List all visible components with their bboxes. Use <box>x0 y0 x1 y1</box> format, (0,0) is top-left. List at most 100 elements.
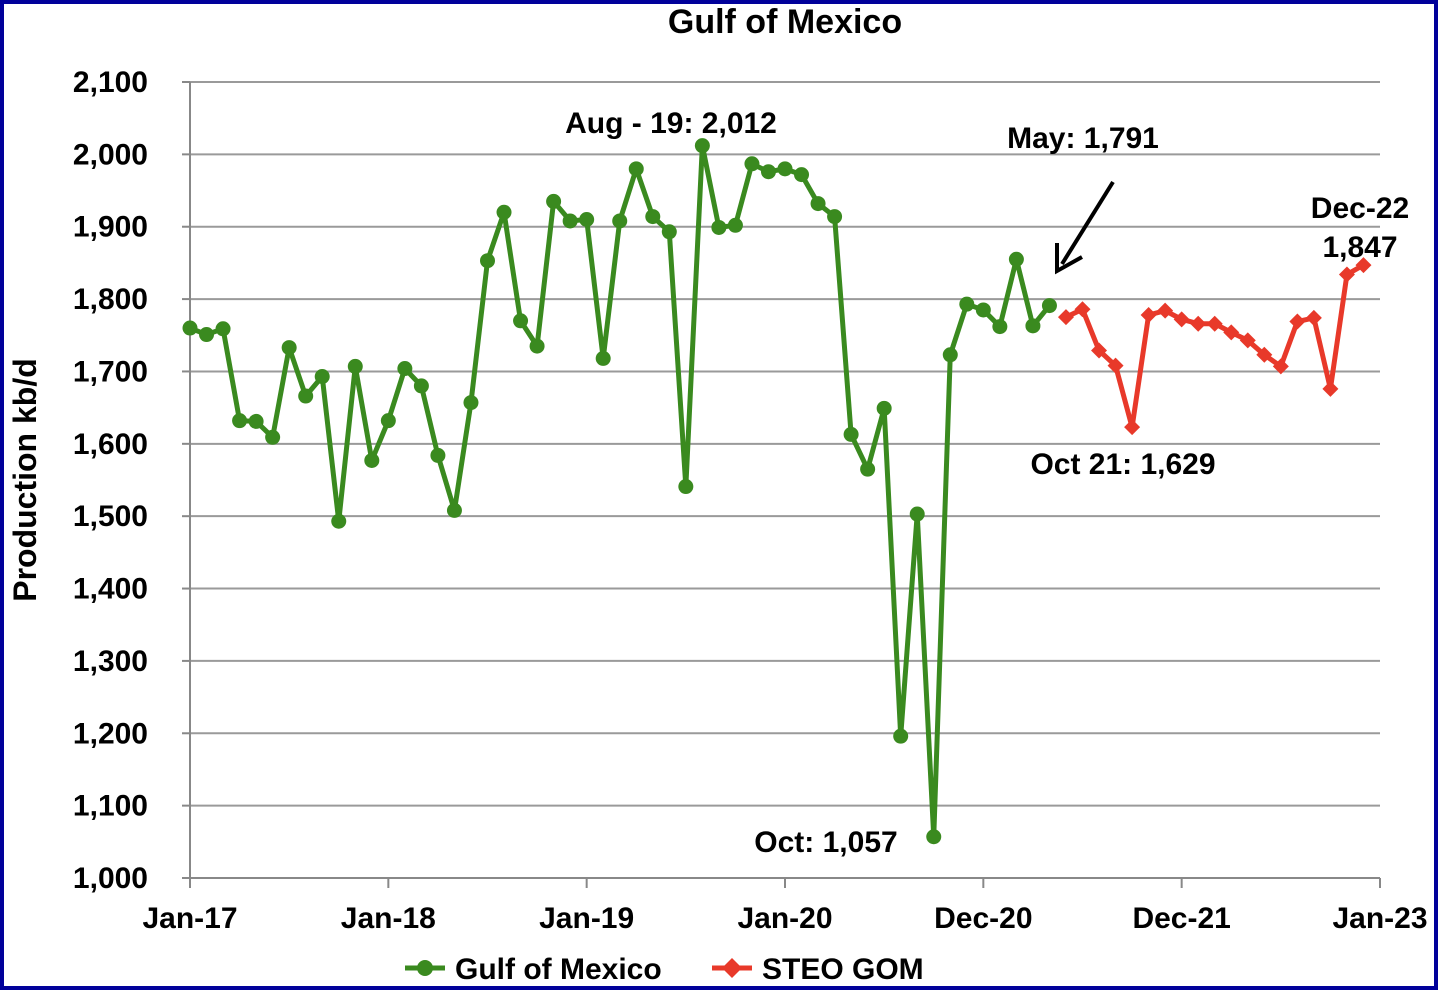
data-point-gulf-of-mexico <box>1025 318 1041 334</box>
data-point-gulf-of-mexico <box>794 167 810 183</box>
data-point-gulf-of-mexico <box>496 204 512 220</box>
x-tick-label: Jan-20 <box>737 902 832 935</box>
data-point-gulf-of-mexico <box>314 369 330 385</box>
y-tick-label: 1,600 <box>73 428 148 461</box>
data-point-gulf-of-mexico <box>331 513 347 529</box>
legend-label-gulf-of-mexico: Gulf of Mexico <box>455 953 662 986</box>
data-point-gulf-of-mexico <box>413 378 429 394</box>
annotation-may-latest: May: 1,791 <box>1007 122 1159 155</box>
arrow-annotation <box>1055 180 1115 275</box>
data-point-gulf-of-mexico <box>860 461 876 477</box>
x-tick-label: Jan-19 <box>539 902 634 935</box>
data-point-gulf-of-mexico <box>909 506 925 522</box>
data-point-gulf-of-mexico <box>612 213 628 229</box>
data-point-steo-gom <box>1140 307 1157 324</box>
data-point-steo-gom <box>1305 309 1322 326</box>
y-tick-label: 1,200 <box>73 717 148 750</box>
data-point-gulf-of-mexico <box>562 213 578 229</box>
data-point-gulf-of-mexico <box>843 426 859 442</box>
data-point-steo-gom <box>1107 357 1124 374</box>
data-point-gulf-of-mexico <box>1041 298 1057 314</box>
data-point-steo-gom <box>1190 315 1207 332</box>
legend-label-steo-gom: STEO GOM <box>762 953 924 986</box>
data-point-gulf-of-mexico <box>777 161 793 177</box>
data-point-gulf-of-mexico <box>513 313 529 329</box>
data-point-gulf-of-mexico <box>463 395 479 411</box>
data-point-gulf-of-mexico <box>248 413 264 429</box>
x-tick-labels: Jan-17 Jan-18 Jan-19 Jan-20 Dec-20 Dec-21 Jan-… <box>142 878 1428 935</box>
data-point-gulf-of-mexico <box>364 452 380 468</box>
x-tick-label: Dec-20 <box>934 902 1032 935</box>
data-point-gulf-of-mexico <box>546 193 562 209</box>
data-point-gulf-of-mexico <box>1008 251 1024 267</box>
annotation-oct21-low: Oct 21: 1,629 <box>1030 448 1215 481</box>
data-point-gulf-of-mexico <box>959 296 975 312</box>
data-point-gulf-of-mexico <box>430 447 446 463</box>
data-point-gulf-of-mexico <box>760 164 776 180</box>
y-tick-label: 1,500 <box>73 500 148 533</box>
x-tick-label: Jan-17 <box>142 902 237 935</box>
x-tick-label: Jan-18 <box>341 902 436 935</box>
data-point-gulf-of-mexico <box>529 338 545 354</box>
data-point-steo-gom <box>1289 313 1306 330</box>
legend: Gulf of Mexico STEO GOM <box>405 953 924 986</box>
y-tick-labels: 1,000 1,100 1,200 1,300 1,400 1,500 1,600 1,700… <box>73 66 190 895</box>
data-point-steo-gom <box>1157 302 1174 319</box>
data-point-steo-gom <box>1355 257 1372 274</box>
data-point-steo-gom <box>1124 419 1141 436</box>
data-point-gulf-of-mexico <box>727 217 743 233</box>
x-tick-label: Dec-21 <box>1132 902 1230 935</box>
y-axis-label: Production kb/d <box>7 358 43 602</box>
data-point-steo-gom <box>1256 346 1273 363</box>
data-point-gulf-of-mexico <box>926 829 942 845</box>
annotation-oct20-low: Oct: 1,057 <box>754 826 897 859</box>
data-point-gulf-of-mexico <box>215 321 231 337</box>
data-point-gulf-of-mexico <box>199 327 215 343</box>
data-point-steo-gom <box>1338 266 1355 283</box>
annotation-aug19-peak: Aug - 19: 2,012 <box>565 107 777 140</box>
data-point-gulf-of-mexico <box>810 196 826 212</box>
y-tick-label: 1,300 <box>73 645 148 678</box>
data-point-gulf-of-mexico <box>992 319 1008 335</box>
y-tick-label: 1,700 <box>73 355 148 388</box>
series-group <box>182 138 1372 845</box>
data-point-gulf-of-mexico <box>380 413 396 429</box>
data-point-steo-gom <box>1223 324 1240 341</box>
data-point-gulf-of-mexico <box>232 413 248 429</box>
y-tick-label: 1,900 <box>73 211 148 244</box>
y-tick-label: 1,400 <box>73 573 148 606</box>
data-point-gulf-of-mexico <box>975 302 991 318</box>
legend-marker-steo-gom <box>722 958 742 978</box>
data-point-steo-gom <box>1074 301 1091 318</box>
annotation-dec22-value: 1,847 <box>1322 231 1397 264</box>
grid-lines <box>190 81 1380 807</box>
data-point-gulf-of-mexico <box>628 161 644 177</box>
y-tick-label: 2,100 <box>73 66 148 99</box>
data-point-steo-gom <box>1239 332 1256 349</box>
data-point-gulf-of-mexico <box>347 358 363 374</box>
data-point-gulf-of-mexico <box>480 253 495 269</box>
annotations: Aug - 19: 2,012 May: 1,791 Dec-22 1,847 … <box>565 107 1409 859</box>
data-point-steo-gom <box>1272 358 1289 375</box>
data-point-gulf-of-mexico <box>876 400 892 416</box>
data-point-steo-gom <box>1057 309 1074 326</box>
data-point-gulf-of-mexico <box>182 320 198 336</box>
annotation-dec22-label: Dec-22 <box>1311 192 1409 225</box>
data-point-gulf-of-mexico <box>694 138 710 154</box>
data-point-gulf-of-mexico <box>942 347 958 363</box>
data-point-gulf-of-mexico <box>827 209 843 225</box>
data-point-gulf-of-mexico <box>298 388 314 404</box>
legend-marker-gulf-of-mexico <box>417 960 433 976</box>
data-point-gulf-of-mexico <box>281 340 297 356</box>
data-point-gulf-of-mexico <box>678 479 694 495</box>
data-point-steo-gom <box>1091 342 1108 359</box>
y-tick-label: 1,000 <box>73 862 148 895</box>
data-point-gulf-of-mexico <box>645 209 661 225</box>
data-point-gulf-of-mexico <box>661 224 677 240</box>
data-point-gulf-of-mexico <box>397 361 413 377</box>
data-point-steo-gom <box>1173 311 1190 328</box>
series-line-steo-gom <box>1064 262 1365 430</box>
data-point-gulf-of-mexico <box>265 429 281 445</box>
